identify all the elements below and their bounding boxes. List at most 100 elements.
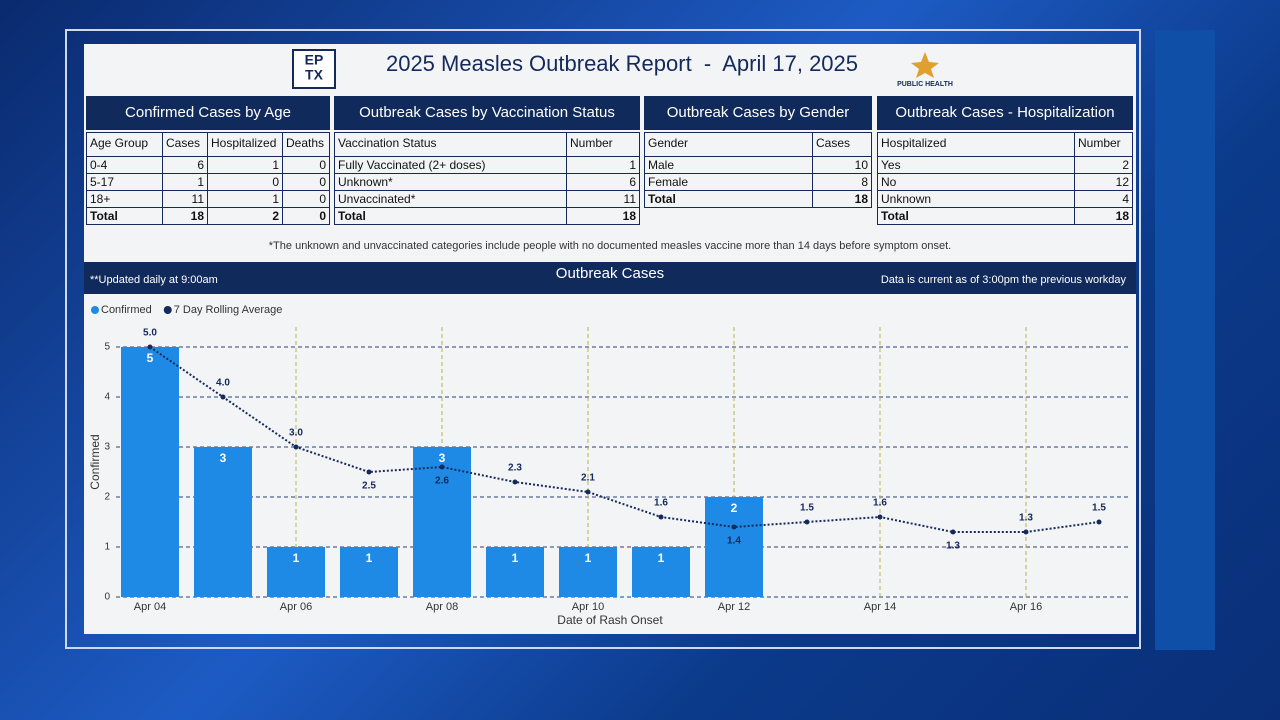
cell: Unknown*	[334, 174, 567, 190]
table-row: Fully Vaccinated (2+ doses) 1	[334, 157, 640, 174]
header-row: Gender Cases	[644, 132, 872, 157]
banner-left: **Updated daily at 9:00am	[90, 274, 218, 286]
point-label: 1.4	[727, 536, 741, 547]
logo-star	[911, 52, 939, 78]
y-tick-label: 1	[104, 542, 110, 553]
cell: Fully Vaccinated (2+ doses)	[334, 157, 567, 173]
x-tick-label: Apr 04	[134, 601, 166, 613]
cell: Total	[644, 191, 813, 207]
cell: Unvaccinated*	[334, 191, 567, 207]
column-header: Cases	[163, 132, 208, 156]
line-point	[585, 489, 591, 495]
cell: 0	[208, 174, 283, 190]
point-label: 5.0	[143, 328, 157, 339]
point-label: 2.3	[508, 463, 522, 474]
frame	[65, 29, 1141, 649]
column-header: Number	[1075, 132, 1133, 156]
bar-label: 1	[512, 551, 519, 565]
table: Outbreak Cases by Vaccination Status Vacc…	[334, 96, 640, 225]
cell: Total	[334, 208, 567, 224]
table-title: Confirmed Cases by Age	[86, 96, 330, 130]
table-row: Total 18	[334, 208, 640, 225]
table-row: Total 18 2 0	[86, 208, 330, 225]
bar	[340, 547, 398, 597]
cell: 11	[567, 191, 640, 207]
table-row: Female 8	[644, 174, 872, 191]
x-axis-label: Date of Rash Onset	[557, 613, 663, 627]
line-point	[1023, 529, 1029, 535]
cell: Male	[644, 157, 813, 173]
cell: No	[877, 174, 1075, 190]
cell: 18	[813, 191, 872, 207]
cell: 2	[208, 208, 283, 224]
y-tick-label: 5	[104, 342, 110, 353]
point-label: 2.5	[362, 481, 376, 492]
bar	[632, 547, 690, 597]
line-point	[804, 519, 810, 525]
table: Confirmed Cases by Age Age Group Cases Hosp…	[86, 96, 330, 225]
y-tick-label: 3	[104, 442, 110, 453]
bar-label: 1	[585, 551, 592, 565]
line-point	[950, 529, 956, 535]
bar	[559, 547, 617, 597]
table-row: Yes 2	[877, 157, 1133, 174]
bar	[194, 447, 252, 597]
x-tick-label: Apr 12	[718, 601, 750, 613]
y-tick-label: 2	[104, 492, 110, 503]
point-label: 1.3	[946, 541, 960, 552]
line-point	[147, 344, 153, 350]
bar	[413, 447, 471, 597]
panel	[84, 44, 1136, 634]
table: Outbreak Cases by Gender Gender Cases Male 1…	[644, 96, 872, 208]
logo-text: PUBLIC HEALTH	[897, 81, 953, 88]
table-row: Unvaccinated* 11	[334, 191, 640, 208]
table-row: Total 18	[644, 191, 872, 208]
line	[149, 346, 1100, 533]
line-point	[877, 514, 883, 520]
x-tick-label: Apr 14	[864, 601, 896, 613]
cell: 1	[208, 191, 283, 207]
header-row: Vaccination Status Number	[334, 132, 640, 157]
banner-right: Data is current as of 3:00pm the previou…	[881, 274, 1127, 286]
legend-marker	[91, 306, 99, 314]
column-header: Number	[567, 132, 640, 156]
column-header: Gender	[644, 132, 813, 156]
point-label: 2.6	[435, 476, 449, 487]
cell: 8	[813, 174, 872, 190]
cell: 18	[1075, 208, 1133, 224]
bar	[121, 347, 179, 597]
table-title: Outbreak Cases by Vaccination Status	[334, 96, 640, 130]
point-label: 1.3	[1019, 513, 1033, 524]
point-label: 1.6	[873, 498, 887, 509]
column-header: Hospitalized	[877, 132, 1075, 156]
cell: Unknown	[877, 191, 1075, 207]
line-point	[512, 479, 518, 485]
bar	[705, 497, 763, 597]
line-point	[439, 464, 445, 470]
logo-text: EP	[305, 52, 324, 68]
cell: 10	[813, 157, 872, 173]
table-row: Male 10	[644, 157, 872, 174]
header-row: Hospitalized Number	[877, 132, 1133, 157]
cell: Total	[86, 208, 163, 224]
banner-title: Outbreak Cases	[556, 265, 664, 282]
bar-label: 5	[147, 351, 154, 365]
point-label: 1.5	[800, 503, 814, 514]
logo-text: TX	[305, 67, 324, 83]
bar-label: 2	[731, 501, 738, 515]
line-point	[731, 524, 737, 530]
table-row: Unknown* 6	[334, 174, 640, 191]
bar-label: 1	[293, 551, 300, 565]
y-tick-label: 0	[104, 592, 110, 603]
cell: 0	[283, 174, 330, 190]
backdrop-panel	[1155, 30, 1215, 650]
line-point	[293, 444, 299, 450]
cell: 18	[163, 208, 208, 224]
column-header: Age Group	[86, 132, 163, 156]
cell: 0-4	[86, 157, 163, 173]
cell: 6	[567, 174, 640, 190]
banner	[84, 262, 1136, 294]
cell: Total	[877, 208, 1075, 224]
point-label: 1.6	[654, 498, 668, 509]
bar-label: 1	[366, 551, 373, 565]
